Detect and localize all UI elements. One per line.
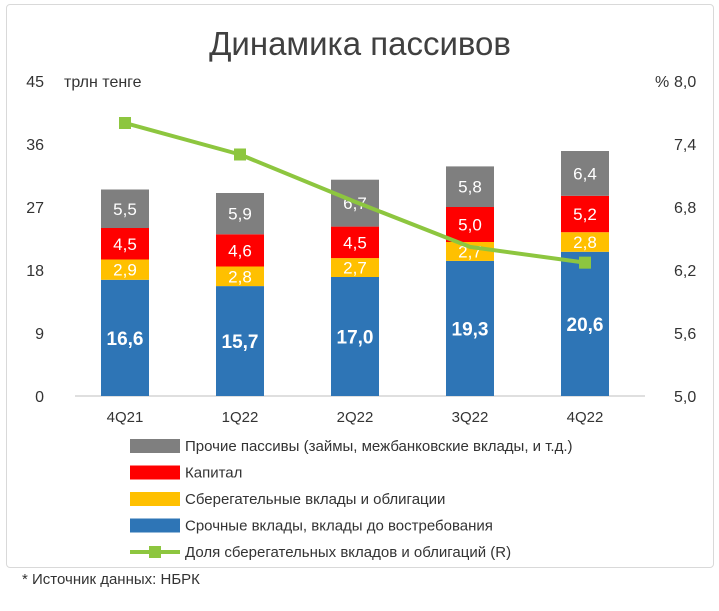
bar-segment [101, 189, 149, 228]
category-label: 4Q22 [567, 409, 604, 426]
bar-segment [216, 234, 264, 267]
right-tick-label: 8,0 [674, 74, 696, 91]
bar-data-label: 16,6 [107, 329, 144, 350]
category-label: 1Q22 [222, 409, 259, 426]
bar-segment [561, 251, 609, 396]
bar-data-label: 5,9 [228, 205, 252, 224]
bar-data-label: 5,0 [458, 216, 482, 235]
bar-data-label: 5,2 [573, 205, 597, 224]
bar-segment [561, 232, 609, 252]
bar-segment [101, 259, 149, 280]
bar-segment [446, 260, 494, 396]
right-tick-label: 5,6 [674, 326, 696, 343]
bar-data-label: 4,6 [228, 241, 252, 260]
line-marker [579, 256, 591, 269]
bar-data-label: 5,5 [113, 200, 137, 219]
left-tick-label: 9 [35, 326, 44, 343]
bar-data-label: 20,6 [567, 315, 604, 336]
bar-data-label: 4,5 [113, 235, 137, 254]
bar-segment [561, 195, 609, 233]
left-tick-label: 27 [26, 200, 44, 217]
bar-data-label: 4,5 [343, 233, 367, 252]
legend-label: Прочие пассивы (займы, межбанковские вкл… [185, 438, 573, 455]
legend-swatch [130, 439, 180, 453]
legend-swatch [130, 465, 180, 480]
right-axis: 5,0 5,6 6,2 6,8 7,4 8,0 [674, 74, 696, 406]
line-series [119, 117, 591, 269]
line-marker [119, 117, 131, 129]
category-label: 4Q21 [107, 409, 144, 426]
bar-segment [216, 266, 264, 287]
bar-segment [331, 277, 379, 396]
left-tick-label: 18 [26, 263, 44, 280]
right-tick-label: 6,2 [674, 263, 696, 280]
legend: Прочие пассивы (займы, межбанковские вкл… [130, 438, 573, 561]
category-label: 3Q22 [452, 409, 489, 426]
right-tick-label: 5,0 [674, 389, 696, 406]
bar-data-label: 17,0 [337, 328, 374, 349]
x-axis: 4Q21 1Q22 2Q22 3Q22 4Q22 [107, 409, 604, 426]
category-label: 2Q22 [337, 409, 374, 426]
bar-data-label: 6,4 [573, 164, 597, 183]
share-line [124, 121, 586, 265]
right-axis-unit: % [655, 74, 669, 91]
chart-canvas: Динамика пассивов трлн тенге % 0 9 18 27 36 4… [26, 25, 696, 561]
left-tick-label: 36 [26, 137, 44, 154]
legend-marker-swatch [149, 546, 161, 558]
legend-label: Срочные вклады, вклады до востребования [185, 518, 493, 535]
left-axis-unit: трлн тенге [64, 74, 142, 91]
bar-segment [561, 151, 609, 196]
bar-data-label: 5,8 [458, 178, 482, 197]
bar-segment [101, 228, 149, 260]
bar-segment [446, 166, 494, 207]
line-marker [234, 148, 246, 161]
bar-segment [216, 193, 264, 235]
bar-segment [101, 279, 149, 396]
bar-segment [331, 258, 379, 277]
legend-swatch [130, 492, 180, 506]
bar-series: 16,62,94,55,515,72,84,65,917,02,74,56,71… [101, 151, 609, 396]
right-tick-label: 6,8 [674, 200, 696, 217]
bar-segment [446, 207, 494, 242]
bar-data-label: 15,7 [222, 332, 259, 353]
left-tick-label: 0 [35, 389, 44, 406]
left-tick-label: 45 [26, 74, 44, 91]
chart-title: Динамика пассивов [209, 25, 511, 62]
bar-data-label: 2,7 [343, 259, 367, 278]
legend-label: Доля сберегательных вкладов и облигаций … [185, 544, 511, 561]
bar-segment [216, 286, 264, 396]
legend-label: Капитал [185, 465, 242, 482]
legend-swatch [130, 518, 180, 533]
legend-label: Сберегательные вклады и облигации [185, 491, 445, 508]
bar-data-label: 2,8 [228, 267, 252, 286]
bar-data-label: 2,9 [113, 261, 137, 280]
left-axis: 0 9 18 27 36 45 [26, 74, 44, 406]
right-tick-label: 7,4 [674, 137, 696, 154]
bar-segment [331, 226, 379, 259]
bar-data-label: 2,8 [573, 233, 597, 252]
source-note: * Источник данных: НБРК [22, 571, 200, 588]
bar-data-label: 19,3 [452, 319, 489, 340]
